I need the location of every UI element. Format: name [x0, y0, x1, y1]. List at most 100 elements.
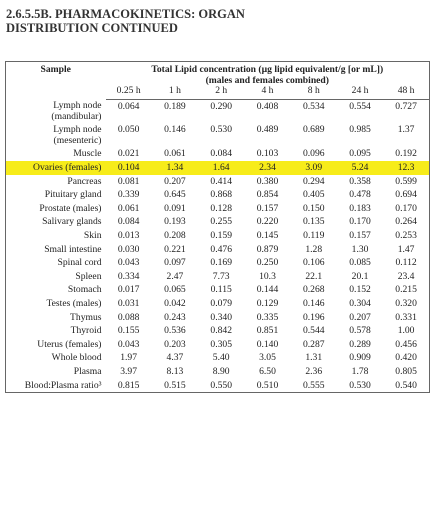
value-cell: 0.555	[302, 379, 325, 391]
value-cell: 4.37	[166, 352, 184, 364]
table-row: Pituitary gland 0.339 0.645 0.868 0.854 0.405…	[6, 188, 430, 202]
value-cell: 0.489	[256, 124, 279, 136]
value-cell: 0.689	[302, 124, 325, 136]
value-cell: 8.90	[212, 365, 230, 377]
time-label: 48 h	[383, 85, 430, 100]
value-cell: 10.3	[259, 270, 276, 282]
sample-name: Whole blood	[51, 352, 102, 364]
value-cell: 0.290	[210, 100, 232, 112]
value-cell: 0.084	[117, 216, 140, 228]
value-cell: 12.3	[383, 161, 430, 175]
value-cell: 0.420	[395, 352, 417, 364]
table-row: Ovaries (females) 0.104 1.34 1.64 2.34 3.09 5.…	[5, 161, 430, 175]
value-cell: 0.268	[302, 284, 325, 296]
value-cell: 0.115	[210, 284, 232, 296]
value-cell: 0.380	[256, 175, 279, 187]
value-cell: 0.042	[164, 298, 186, 309]
value-cell: 0.031	[117, 298, 140, 309]
value-cell: 0.544	[302, 325, 325, 337]
value-cell: 0.727	[395, 100, 417, 112]
table-row: Thyroid 0.155 0.536 0.842 0.851 0.544 0.578 1.0…	[6, 324, 430, 338]
value-cell: 0.208	[164, 230, 186, 242]
value-cell: 1.31	[305, 352, 323, 364]
sample-name: Skin	[83, 230, 102, 242]
value-cell: 0.081	[117, 175, 140, 187]
value-cell: 1.78	[351, 365, 369, 377]
sample-name: Pancreas	[67, 175, 102, 187]
value-cell: 0.064	[117, 100, 140, 112]
value-cell: 0.207	[349, 311, 371, 323]
value-cell: 0.030	[117, 243, 140, 255]
value-cell: 0.193	[164, 216, 186, 228]
value-cell: 22.1	[305, 270, 323, 282]
value-cell: 0.128	[210, 202, 232, 214]
table-row: Muscle 0.021 0.061 0.084 0.103 0.096 0.095 0.19…	[6, 147, 430, 161]
value-cell: 0.408	[256, 100, 279, 112]
value-cell: 0.305	[210, 338, 232, 350]
value-cell: 0.510	[256, 379, 279, 391]
sample-name: Thymus	[70, 311, 102, 323]
sample-name: Muscle	[73, 148, 102, 160]
value-cell: 1.97	[120, 352, 138, 364]
value-cell: 0.340	[210, 311, 232, 323]
sample-name: Thyroid	[70, 325, 102, 337]
value-cell: 0.815	[117, 379, 140, 391]
value-cell: 1.34	[151, 161, 199, 175]
table-row: Pancreas 0.081 0.207 0.414 0.380 0.294 0.358 0.…	[6, 175, 430, 189]
table-row: Thymus 0.088 0.243 0.340 0.335 0.196 0.207 0.33…	[6, 311, 430, 325]
table-row: Lymph node (mesenteric) 0.050 0.146 0.530 0.…	[6, 123, 430, 147]
value-cell: 0.196	[302, 311, 325, 323]
value-cell: 0.017	[117, 284, 140, 296]
value-cell: 0.207	[164, 175, 186, 187]
sample-name: Uterus (females)	[37, 338, 102, 350]
value-cell: 1.47	[397, 243, 415, 255]
sample-name: Plasma	[73, 365, 102, 377]
value-cell: 0.243	[164, 311, 186, 323]
time-label: 4 h	[244, 85, 291, 100]
value-cell: 1.00	[397, 325, 415, 337]
value-cell: 0.909	[349, 352, 371, 364]
value-cell: 0.079	[210, 298, 232, 309]
value-cell: 0.104	[105, 161, 152, 175]
value-cell: 0.985	[349, 124, 371, 136]
table-row: Blood:Plasma ratio³ 0.815 0.515 0.550 0.510 0…	[6, 379, 430, 393]
document-title: 2.6.5.5B. PHARMACOKINETICS: ORGAN DISTRI…	[6, 7, 245, 35]
sample-name: Lymph node (mesenteric)	[53, 124, 102, 146]
value-cell: 0.221	[164, 243, 186, 255]
value-cell: 0.805	[395, 365, 417, 377]
value-cell: 0.476	[210, 243, 232, 255]
value-cell: 5.40	[212, 352, 230, 364]
value-cell: 0.294	[302, 175, 325, 187]
value-cell: 1.30	[351, 243, 369, 255]
value-cell: 0.879	[256, 243, 279, 255]
value-cell: 0.150	[302, 202, 325, 214]
value-cell: 0.358	[349, 175, 371, 187]
value-cell: 0.183	[349, 202, 371, 214]
value-cell: 23.4	[397, 270, 415, 282]
value-cell: 0.854	[256, 189, 279, 201]
sample-name: Ovaries (females)	[5, 161, 106, 175]
value-cell: 0.013	[117, 230, 140, 242]
value-cell: 0.335	[256, 311, 279, 323]
value-cell: 0.264	[395, 216, 417, 228]
sample-name: Spleen	[75, 270, 102, 282]
value-cell: 0.155	[117, 325, 140, 337]
value-cell: 0.169	[210, 257, 232, 269]
time-label: 2 h	[198, 85, 245, 100]
value-cell: 0.515	[164, 379, 186, 391]
value-cell: 0.868	[210, 189, 232, 201]
value-cell: 0.085	[349, 257, 371, 269]
value-cell: 0.530	[349, 379, 371, 391]
time-label: 0.25 h	[105, 85, 152, 100]
value-cell: 0.478	[349, 189, 371, 201]
sample-name: Salivary glands	[42, 216, 102, 228]
value-cell: 0.146	[302, 298, 325, 309]
value-cell: 3.09	[290, 161, 337, 175]
value-cell: 0.554	[349, 100, 371, 112]
table-row: Spleen 0.334 2.47 7.73 10.3 22.1 20.1 23.4	[6, 270, 430, 284]
value-cell: 0.135	[302, 216, 325, 228]
value-cell: 0.645	[164, 189, 186, 201]
sample-name: Pituitary gland	[44, 189, 102, 201]
